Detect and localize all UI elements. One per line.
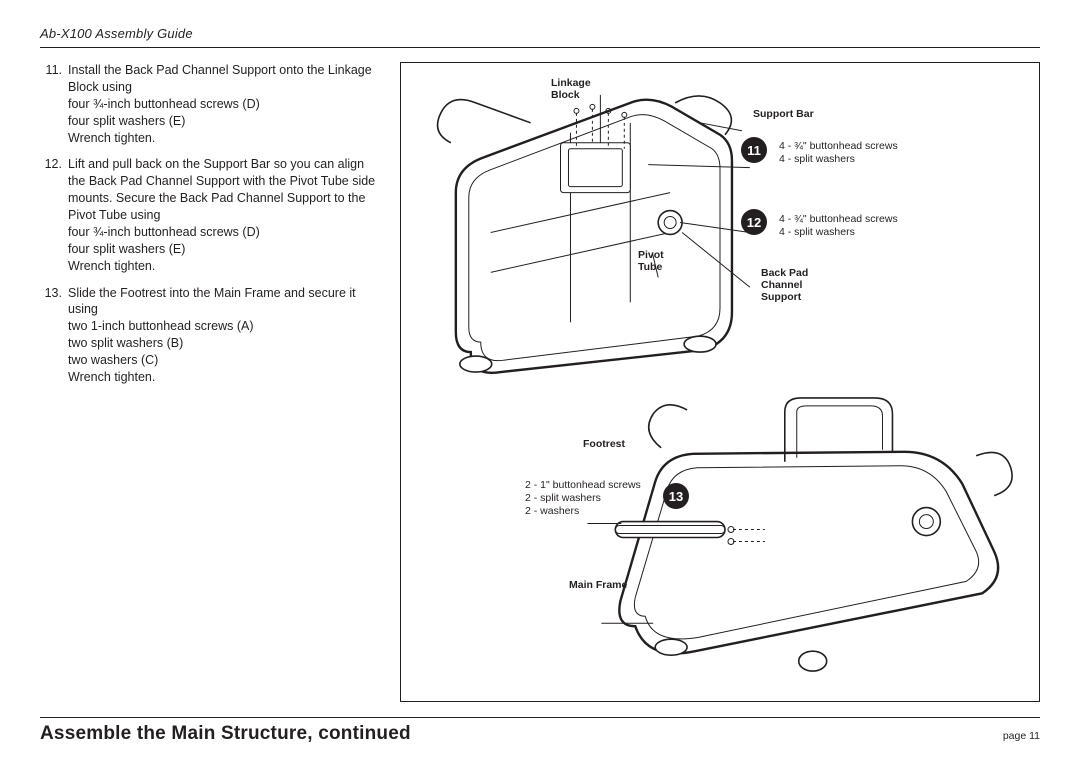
step-text: Lift and pull back on the Support Bar so… [68, 156, 380, 274]
step-list: 11. Install the Back Pad Channel Support… [40, 62, 380, 386]
page-number: page 11 [1003, 730, 1040, 742]
label-footrest: Footrest [583, 438, 625, 450]
diagram-panel: Linkage Block Support Bar Pivot Tube Bac… [400, 62, 1040, 702]
label-back-pad: Back Pad Channel Support [761, 267, 808, 303]
step-number: 13. [40, 285, 68, 386]
footer-rule [40, 717, 1040, 718]
content-row: 11. Install the Back Pad Channel Support… [40, 62, 1040, 702]
step-number: 11. [40, 62, 68, 146]
section-title: Assemble the Main Structure, continued [40, 723, 411, 745]
page-header: Ab-X100 Assembly Guide [40, 26, 1040, 48]
badge-13: 13 [663, 483, 689, 509]
callout-12-text: 4 - ¾" buttonhead screws 4 - split washe… [779, 213, 898, 239]
step-13: 13. Slide the Footrest into the Main Fra… [40, 285, 380, 386]
badge-11: 11 [741, 137, 767, 163]
label-linkage-block: Linkage Block [551, 77, 591, 101]
label-support-bar: Support Bar [753, 108, 814, 120]
callout-11-text: 4 - ¾" buttonhead screws 4 - split washe… [779, 140, 898, 166]
step-text: Install the Back Pad Channel Support ont… [68, 62, 380, 146]
page-footer: Assemble the Main Structure, continued p… [40, 723, 1040, 745]
step-number: 12. [40, 156, 68, 274]
badge-12: 12 [741, 209, 767, 235]
assembly-diagram [401, 63, 1039, 701]
callout-13-text: 2 - 1" buttonhead screws 2 - split washe… [525, 479, 641, 518]
step-11: 11. Install the Back Pad Channel Support… [40, 62, 380, 146]
step-text: Slide the Footrest into the Main Frame a… [68, 285, 380, 386]
page: Ab-X100 Assembly Guide 11. Install the B… [0, 0, 1080, 763]
label-main-frame: Main Frame [569, 579, 627, 591]
instructions-column: 11. Install the Back Pad Channel Support… [40, 62, 380, 702]
header-title: Ab-X100 Assembly Guide [40, 26, 193, 41]
label-pivot-tube: Pivot Tube [638, 249, 664, 273]
step-12: 12. Lift and pull back on the Support Ba… [40, 156, 380, 274]
